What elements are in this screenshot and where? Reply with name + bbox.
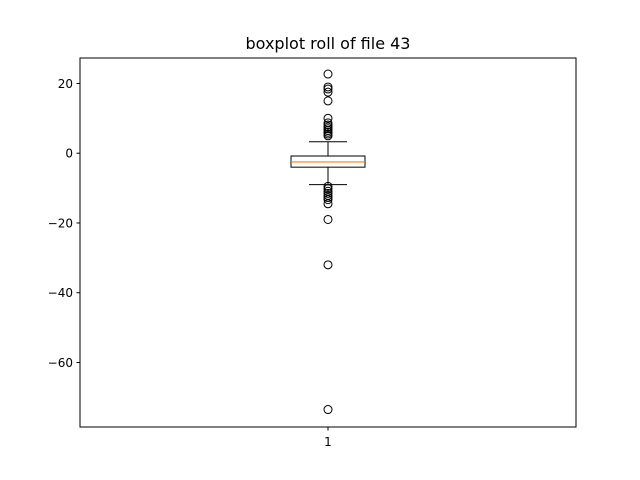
outlier-point xyxy=(323,188,333,198)
outlier-point xyxy=(323,181,333,191)
outlier-point xyxy=(323,195,333,205)
axes-frame xyxy=(79,57,577,428)
outlier-point xyxy=(323,120,333,130)
outlier-point xyxy=(323,96,333,106)
y-tick-label: 20 xyxy=(58,77,73,91)
outlier-point xyxy=(323,199,333,209)
y-tick-label: −40 xyxy=(48,286,73,300)
outlier-point xyxy=(323,69,333,79)
outlier-point xyxy=(323,214,333,224)
outlier-point xyxy=(323,84,333,94)
x-tick-label: 1 xyxy=(324,435,332,449)
outlier-point xyxy=(323,260,333,270)
outlier-point xyxy=(323,193,333,203)
outlier-point xyxy=(323,82,333,92)
outlier-point xyxy=(323,113,333,123)
y-tick-label: −60 xyxy=(48,356,73,370)
y-tick-label: −20 xyxy=(48,216,73,230)
outlier-point xyxy=(323,184,333,194)
outlier-point xyxy=(323,87,333,97)
outlier-point xyxy=(323,405,333,415)
plot-layer: 20 0 −20 −40 −60 1 xyxy=(48,69,366,449)
outlier-point xyxy=(323,131,333,141)
chart-title: boxplot roll of file 43 xyxy=(246,34,411,53)
y-tick-label: 0 xyxy=(65,147,73,161)
